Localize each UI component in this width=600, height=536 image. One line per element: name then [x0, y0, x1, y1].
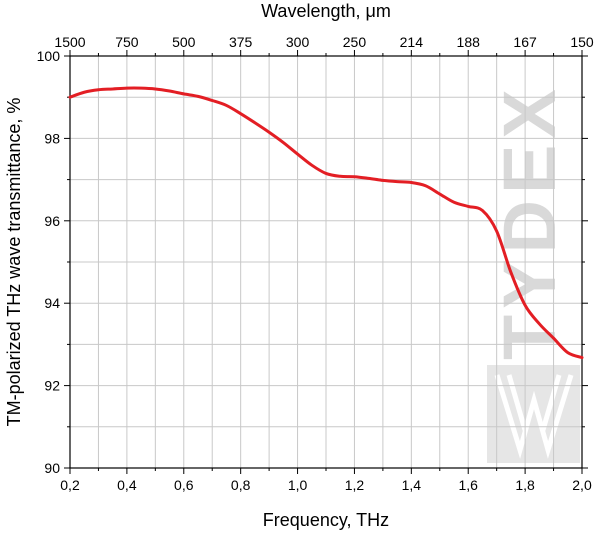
top-tick-label: 375: [229, 34, 253, 50]
y-tick-label: 96: [44, 213, 60, 229]
watermark-logo-icon: [494, 374, 574, 459]
top-axis-title: Wavelength, μm: [261, 1, 391, 21]
tick-labels: 0,2 0,4 0,6 0,8 1,0 1,2 1,4 1,6 1,8 2,0 1500 750 500…: [37, 34, 594, 493]
top-tick-label: 214: [400, 34, 424, 50]
y-tick-label: 100: [37, 48, 61, 64]
y-tick-label: 92: [44, 378, 60, 394]
tydex-watermark: TYDEX: [487, 83, 580, 463]
watermark-logo-box: [487, 365, 580, 463]
x-tick-label: 1,6: [458, 477, 478, 493]
x-tick-label: 0,4: [117, 477, 137, 493]
y-tick-label: 94: [44, 295, 60, 311]
x-tick-label: 0,6: [174, 477, 194, 493]
x-tick-label: 0,8: [231, 477, 251, 493]
series-layer: [68, 86, 584, 360]
top-tick-label: 300: [286, 34, 310, 50]
series-line-transmittance: [68, 86, 584, 360]
x-tick-label: 1,4: [402, 477, 422, 493]
x-tick-label: 1,8: [515, 477, 535, 493]
y-tick-label: 98: [44, 130, 60, 146]
x-tick-label: 0,2: [60, 477, 80, 493]
x-tick-label: 2,0: [572, 477, 592, 493]
y-axis-title: TM-polarized THz wave transmittance, %: [4, 98, 24, 427]
y-tick-label: 90: [44, 460, 60, 476]
top-tick-label: 167: [513, 34, 537, 50]
top-tick-label: 150: [570, 34, 594, 50]
top-tick-label: 1500: [54, 34, 85, 50]
top-tick-label: 500: [172, 34, 196, 50]
top-tick-label: 188: [457, 34, 481, 50]
x-axis-title: Frequency, THz: [263, 510, 389, 530]
x-tick-label: 1,2: [345, 477, 365, 493]
watermark-text: TYDEX: [488, 83, 571, 360]
top-tick-label: 250: [343, 34, 367, 50]
x-tick-label: 1,0: [288, 477, 308, 493]
plot-frame: [69, 55, 583, 469]
top-tick-label: 750: [115, 34, 139, 50]
axis-ticks: [64, 50, 588, 474]
